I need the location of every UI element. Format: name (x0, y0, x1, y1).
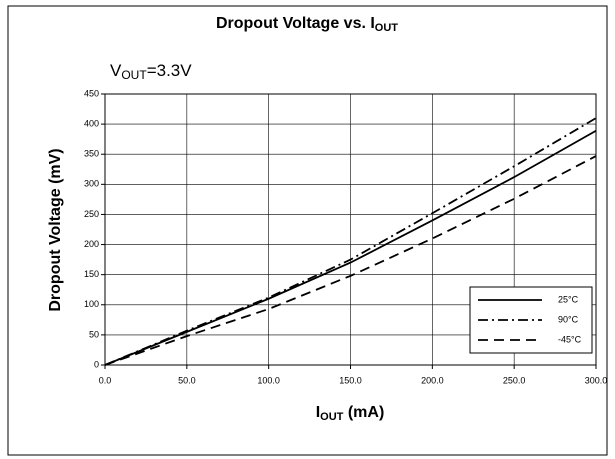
legend-label: -45°C (558, 334, 582, 344)
y-axis-label: Dropout Voltage (mV) (47, 148, 64, 311)
y-tick-label: 400 (84, 118, 99, 128)
y-tick-label: 150 (84, 269, 99, 279)
y-tick-label: 350 (84, 149, 99, 159)
title-text: Dropout Voltage vs. I (216, 15, 375, 32)
annotation-sub: OUT (121, 68, 147, 82)
legend-label: 25°C (558, 294, 579, 304)
x-tick-label: 200.0 (421, 375, 444, 385)
annotation-tail: =3.3V (147, 61, 193, 80)
xlabel-text: I (316, 404, 320, 421)
series-line (104, 117, 597, 366)
x-tick-label: 150.0 (339, 375, 362, 385)
x-tick-label: 250.0 (503, 375, 526, 385)
x-axis-label: IOUT (mA) (316, 404, 385, 423)
y-tick-label: 300 (84, 179, 99, 189)
xlabel-tail: (mA) (343, 404, 384, 421)
annotation: VOUT=3.3V (110, 61, 192, 82)
x-tick-label: 0.0 (99, 375, 112, 385)
legend-label: 90°C (558, 314, 579, 324)
annotation-text: V (110, 61, 122, 80)
series-line (104, 129, 597, 366)
legend-box (469, 286, 593, 354)
x-tick-label: 50.0 (178, 375, 196, 385)
title-sub: OUT (375, 22, 399, 34)
chart-frame (7, 5, 608, 456)
y-tick-label: 250 (84, 209, 99, 219)
xlabel-sub: OUT (320, 411, 344, 423)
y-tick-label: 0 (94, 359, 99, 369)
y-tick-label: 50 (89, 329, 99, 339)
series-line (104, 155, 597, 366)
x-tick-label: 100.0 (257, 375, 280, 385)
chart-title: Dropout Voltage vs. IOUT (216, 15, 398, 34)
plot-area (104, 93, 597, 366)
y-tick-label: 100 (84, 299, 99, 309)
y-tick-label: 450 (84, 88, 99, 98)
y-tick-label: 200 (84, 239, 99, 249)
x-tick-label: 300.0 (585, 375, 608, 385)
